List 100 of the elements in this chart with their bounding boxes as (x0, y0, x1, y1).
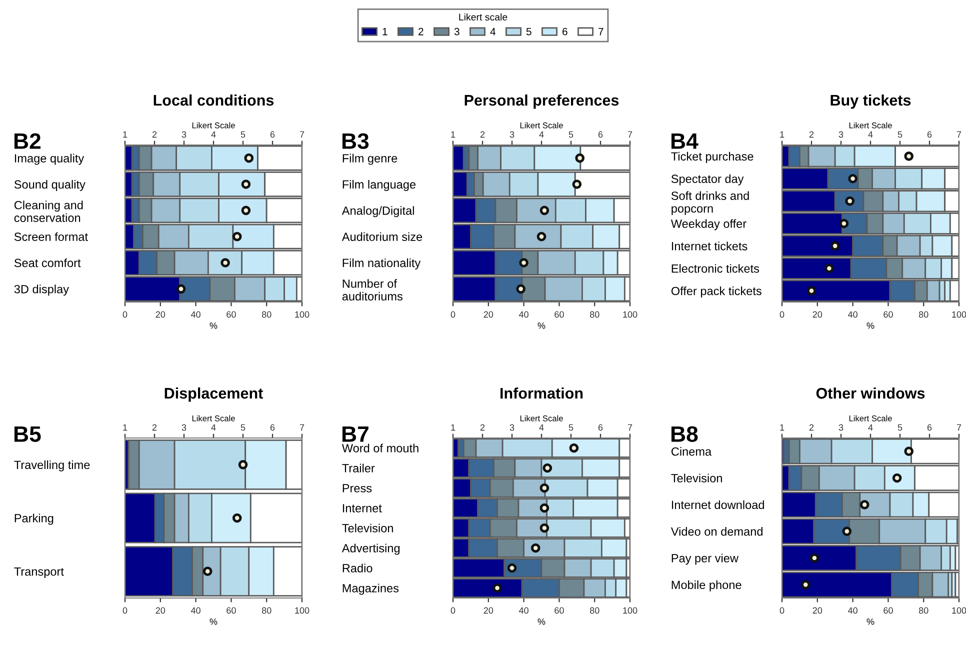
legend-label: 6 (562, 28, 568, 36)
y-tick-label: Cleaning and conservation (14, 200, 83, 222)
x2-tick-label: 6 (598, 424, 603, 431)
x-tick-label: 40 (518, 607, 528, 614)
legend-label: 1 (382, 28, 388, 36)
x-tick-label: 20 (484, 311, 494, 318)
x-tick-label: 80 (590, 607, 600, 614)
x-tick-label: 0 (122, 311, 128, 318)
x2-tick-label: 7 (956, 131, 962, 138)
x2-tick-label: 4 (868, 131, 873, 138)
y-tick-label: Analog/Digital (342, 206, 414, 218)
x2-tick-label: 3 (182, 424, 186, 431)
y-tick-label: Trailer (342, 464, 375, 472)
y-tick-label: 3D display (14, 284, 69, 296)
chart-title: Other windows (816, 387, 925, 399)
x-tick-label: 40 (518, 311, 528, 318)
chart-title: Displacement (164, 387, 263, 402)
x2-tick-label: 2 (480, 131, 485, 138)
x2-axis-title: Likert Scale (520, 415, 563, 422)
x2-tick-label: 2 (809, 424, 814, 431)
x2-tick-label: 2 (152, 424, 157, 431)
x2-tick-label: 4 (868, 424, 873, 431)
x2-tick-label: 6 (598, 131, 603, 138)
y-tick-label: Video on demand (670, 527, 762, 536)
x-tick-label: 0 (780, 607, 784, 614)
x2-tick-label: 2 (152, 131, 157, 138)
x2-tick-label: 3 (838, 424, 844, 431)
x-tick-label: 60 (554, 607, 564, 614)
x2-tick-label: 2 (480, 424, 485, 431)
x-tick-label: 60 (226, 311, 236, 318)
y-tick-label: Screen format (14, 232, 88, 241)
x2-tick-label: 3 (510, 131, 514, 138)
text: B4 (671, 133, 698, 149)
x-tick-label: 20 (156, 607, 166, 614)
y-tick-label: Internet (342, 504, 382, 512)
x-tick-label: 80 (590, 311, 600, 318)
x-tick-label: 60 (554, 311, 564, 318)
y-tick-label: Auditorium size (342, 232, 422, 241)
x-tick-label: 0 (450, 607, 456, 614)
legend-label: 5 (526, 28, 532, 36)
y-tick-label: Internet download (672, 500, 764, 510)
x-tick-label: 100 (952, 311, 966, 318)
y-tick-label: Travelling time (14, 460, 90, 472)
y-tick-label: Transport (14, 567, 64, 578)
x-axis-title: % (210, 322, 218, 329)
legend-label: 4 (490, 28, 496, 36)
x-tick-label: 0 (780, 311, 784, 318)
y-tick-label: Film genre (342, 154, 398, 165)
x2-tick-label: 7 (628, 424, 632, 431)
chart-title: Information (500, 387, 583, 399)
y-tick-label: Sound quality (14, 180, 86, 191)
y-tick-label: Parking (14, 514, 54, 525)
x-tick-label: 80 (918, 607, 928, 614)
x-axis-title: % (210, 618, 218, 625)
x2-tick-label: 7 (300, 131, 304, 138)
x-tick-label: 60 (884, 311, 893, 318)
x-tick-label: 40 (848, 311, 858, 318)
x2-tick-label: 5 (568, 131, 574, 138)
x2-tick-label: 1 (780, 131, 784, 138)
y-tick-label: Internet tickets (672, 242, 748, 250)
x2-tick-label: 6 (270, 131, 275, 138)
x2-tick-label: 6 (927, 424, 932, 431)
y-tick-label: Number of auditoriums (342, 279, 402, 301)
chart-title: Buy tickets (830, 94, 911, 109)
x2-tick-label: 5 (240, 131, 246, 138)
y-tick-label: Cinema (671, 447, 712, 456)
x2-tick-label: 1 (451, 424, 456, 431)
x2-tick-label: 1 (780, 424, 784, 431)
x-axis-title: % (538, 618, 546, 625)
y-tick-label: Seat comfort (14, 258, 81, 268)
y-tick-label: Television (671, 474, 722, 482)
x2-tick-label: 1 (123, 131, 128, 138)
legend-title: Likert scale (459, 13, 508, 21)
text: B7 (342, 426, 368, 442)
y-tick-label: Electronic tickets (672, 264, 760, 273)
x-tick-label: 40 (190, 311, 200, 318)
x-tick-label: 100 (952, 607, 966, 614)
x2-axis-title: Likert Scale (849, 122, 892, 128)
legend-label: 3 (454, 28, 460, 36)
y-tick-label: Weekday offer (670, 219, 746, 230)
x2-tick-label: 7 (628, 131, 632, 138)
y-tick-label: Pay per view (672, 554, 738, 565)
legend-label: 2 (418, 28, 424, 36)
x2-tick-label: 3 (838, 131, 844, 138)
text: B3 (342, 133, 369, 149)
y-tick-label: Word of mouth (342, 444, 418, 452)
text: B5 (14, 426, 41, 442)
x2-tick-label: 3 (182, 131, 186, 138)
legend-label: 7 (598, 28, 604, 36)
x2-axis-title: Likert Scale (192, 415, 235, 422)
chart-title: Local conditions (154, 94, 274, 106)
y-tick-label: Image quality (14, 154, 84, 165)
text: B2 (14, 133, 41, 149)
x2-tick-label: 2 (809, 131, 814, 138)
x-tick-label: 100 (623, 311, 638, 318)
y-tick-label: Ticket purchase (671, 152, 754, 163)
x2-tick-label: 3 (510, 424, 514, 431)
x-tick-label: 40 (190, 607, 200, 614)
y-tick-label: Magazines (342, 584, 399, 595)
x-axis-title: % (866, 322, 874, 329)
